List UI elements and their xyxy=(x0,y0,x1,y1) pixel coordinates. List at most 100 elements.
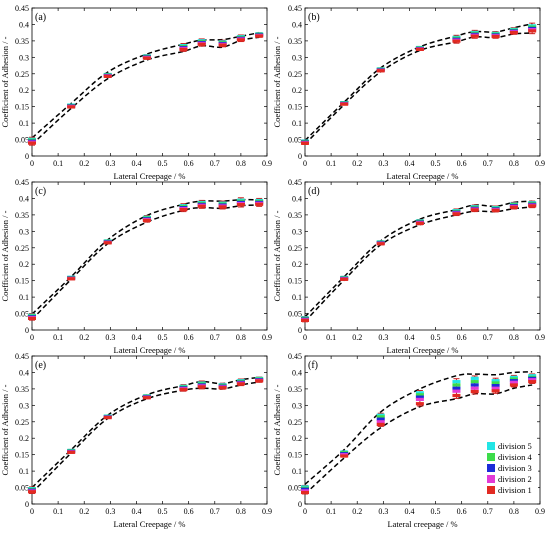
data-point xyxy=(376,242,385,246)
data-point xyxy=(491,208,500,212)
y-tick-label: 0.35 xyxy=(288,385,302,394)
y-axis-label-a: Coefficient of Adhesion / - xyxy=(0,36,10,127)
data-point xyxy=(142,56,151,60)
x-tick-label: 0.5 xyxy=(431,333,441,342)
y-tick-label: 0.05 xyxy=(15,310,29,319)
y-tick-label: 0.4 xyxy=(292,20,302,29)
x-tick-label: 0.3 xyxy=(105,159,115,168)
y-tick-label: 0.15 xyxy=(288,277,302,286)
data-point xyxy=(491,389,500,393)
x-tick-label: 0.7 xyxy=(483,159,493,168)
y-tick-label: 0.45 xyxy=(15,4,29,13)
upper-envelope-line xyxy=(31,31,260,139)
x-tick-label: 0.9 xyxy=(262,159,272,168)
panel-label-a: (a) xyxy=(35,12,46,23)
y-tick-label: 0.3 xyxy=(19,227,29,236)
x-tick-label: 0.6 xyxy=(184,507,194,516)
data-point xyxy=(415,397,424,402)
x-tick-label: 0.6 xyxy=(457,159,467,168)
data-point xyxy=(142,396,151,400)
legend-entry: division 4 xyxy=(487,452,533,462)
data-point xyxy=(470,376,479,380)
data-point xyxy=(415,47,424,52)
data-point xyxy=(28,316,36,321)
data-point xyxy=(415,393,424,397)
data-point xyxy=(376,413,385,417)
x-tick-label: 0.5 xyxy=(158,333,168,342)
lower-envelope-line xyxy=(304,384,533,495)
y-tick-label: 0 xyxy=(298,500,302,509)
data-point xyxy=(528,204,537,208)
upper-envelope-line xyxy=(304,23,533,142)
y-axis-label-b: Coefficient of Adhesion / - xyxy=(272,36,282,127)
data-point xyxy=(491,386,500,390)
y-axis-label-f: Coefficient of Adhesion / - xyxy=(272,384,282,475)
x-tick-label: 0.7 xyxy=(210,159,220,168)
y-tick-label: 0.2 xyxy=(292,434,302,443)
x-axis-label-b: Lateral Creepage / % xyxy=(387,171,459,181)
y-tick-label: 0.1 xyxy=(19,293,29,302)
panel-label-f: (f) xyxy=(308,360,318,371)
y-tick-label: 0.15 xyxy=(15,103,29,112)
plot-frame-f xyxy=(304,355,541,505)
y-tick-label: 0.05 xyxy=(15,484,29,493)
data-point xyxy=(528,378,537,382)
plot-frame-d xyxy=(304,181,541,331)
y-tick-label: 0.4 xyxy=(19,194,29,203)
y-tick-label: 0.05 xyxy=(288,310,302,319)
y-tick-label: 0.3 xyxy=(292,227,302,236)
y-tick-label: 0.35 xyxy=(288,37,302,46)
x-axis-label-e: Lateral Creepage / % xyxy=(114,519,186,529)
data-point xyxy=(197,42,206,46)
x-tick-label: 0.7 xyxy=(483,507,493,516)
data-point xyxy=(376,415,385,419)
x-tick-label: 0.3 xyxy=(105,507,115,516)
y-tick-label: 0 xyxy=(25,152,29,161)
y-axis-label-e: Coefficient of Adhesion / - xyxy=(0,384,10,475)
data-point xyxy=(28,141,36,145)
x-tick-label: 0.5 xyxy=(158,159,168,168)
plot-frame-c xyxy=(31,181,268,331)
data-point xyxy=(452,212,461,216)
legend-entry: division 1 xyxy=(487,485,532,495)
data-point xyxy=(236,382,245,386)
x-tick-label: 0.7 xyxy=(210,507,220,516)
data-point xyxy=(452,393,461,398)
x-tick-label: 0.3 xyxy=(378,159,388,168)
legend-label: division 1 xyxy=(498,485,532,495)
data-point xyxy=(301,489,309,493)
panel-label-d: (d) xyxy=(308,186,320,197)
legend-entry: division 5 xyxy=(487,441,532,451)
legend-label: division 3 xyxy=(498,463,532,473)
data-point xyxy=(255,202,264,206)
x-tick-label: 0.2 xyxy=(352,159,362,168)
upper-envelope-line xyxy=(31,198,260,315)
data-point xyxy=(452,380,461,384)
data-point xyxy=(415,391,424,395)
x-axis-label-c: Lateral Creepage / % xyxy=(114,345,186,355)
panel-label-b: (b) xyxy=(308,12,320,23)
y-tick-label: 0.2 xyxy=(19,86,29,95)
data-point xyxy=(528,374,537,378)
data-point xyxy=(67,450,76,454)
y-tick-label: 0.1 xyxy=(292,293,302,302)
legend-swatch xyxy=(487,453,495,461)
y-tick-label: 0.25 xyxy=(15,418,29,427)
upper-envelope-line xyxy=(31,376,260,489)
panel-e: (e) Lateral Creepage / % Coefficient of … xyxy=(0,352,272,529)
x-tick-label: 0.1 xyxy=(326,333,336,342)
data-point xyxy=(255,379,264,383)
data-point xyxy=(376,69,385,73)
data-point xyxy=(452,383,461,387)
x-tick-label: 0.4 xyxy=(131,507,141,516)
data-point xyxy=(218,43,227,47)
legend-label: division 4 xyxy=(498,452,533,462)
x-tick-label: 0.5 xyxy=(158,507,168,516)
x-tick-label: 0.6 xyxy=(184,333,194,342)
y-tick-label: 0.3 xyxy=(19,401,29,410)
data-point xyxy=(236,38,245,42)
x-tick-label: 0.7 xyxy=(210,333,220,342)
x-tick-label: 0.8 xyxy=(236,333,246,342)
panel-c: (c) Lateral Creepage / % Coefficient of … xyxy=(0,178,272,355)
y-axis-label-d: Coefficient of Adhesion / - xyxy=(272,210,282,301)
